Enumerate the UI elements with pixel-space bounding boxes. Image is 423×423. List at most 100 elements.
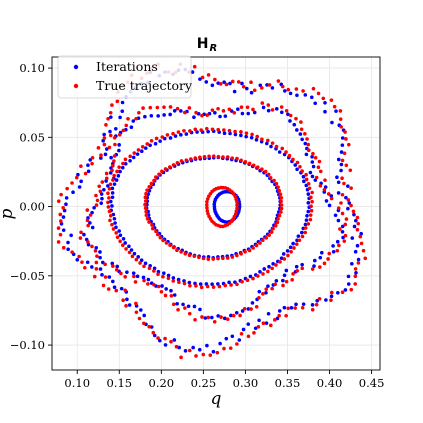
iterations-point (318, 255, 323, 260)
iterations-point (359, 231, 364, 236)
iterations-point (101, 138, 105, 143)
true-trajectory-point (158, 235, 163, 240)
true-trajectory-point (266, 138, 270, 143)
true-trajectory-point (144, 213, 149, 218)
true-trajectory-point (151, 330, 156, 335)
true-trajectory-point (148, 105, 153, 110)
true-trajectory-point (206, 257, 211, 261)
true-trajectory-point (279, 203, 284, 207)
true-trajectory-point (339, 201, 343, 205)
iterations-point (310, 174, 315, 179)
legend-label-iterations: Iterations (96, 59, 158, 74)
iterations-point (179, 133, 183, 137)
true-trajectory-point (230, 255, 235, 259)
true-trajectory-point (259, 86, 264, 90)
iterations-point (110, 261, 115, 266)
iterations-point (310, 95, 314, 100)
true-trajectory-point (140, 145, 145, 149)
iterations-point (239, 133, 243, 138)
iterations-point (62, 208, 67, 213)
true-trajectory-point (327, 251, 332, 256)
true-trajectory-point (187, 311, 192, 316)
true-trajectory-point (171, 245, 176, 250)
iterations-point (300, 262, 304, 267)
true-trajectory-point (179, 250, 183, 254)
true-trajectory-point (277, 188, 282, 193)
iterations-point (228, 81, 232, 86)
iterations-point (353, 249, 358, 254)
true-trajectory-point (235, 200, 239, 204)
iterations-point (179, 109, 183, 113)
true-trajectory-point (169, 293, 174, 298)
true-trajectory-point (114, 231, 119, 235)
true-trajectory-point (250, 132, 254, 137)
true-trajectory-point (102, 142, 107, 147)
true-trajectory-point (61, 245, 66, 250)
true-trajectory-point (128, 154, 133, 159)
iterations-point (98, 255, 102, 260)
iterations-point (302, 179, 306, 184)
iterations-point (142, 313, 147, 318)
true-trajectory-point (269, 230, 274, 234)
true-trajectory-point (61, 206, 65, 210)
true-trajectory-point (349, 186, 353, 190)
true-trajectory-point (211, 154, 216, 159)
true-trajectory-point (142, 264, 146, 269)
true-trajectory-point (313, 155, 318, 160)
iterations-point (169, 288, 173, 293)
true-trajectory-point (270, 108, 275, 112)
true-trajectory-point (171, 279, 176, 283)
iterations-point (113, 221, 117, 225)
true-trajectory-point (329, 98, 334, 102)
true-trajectory-point (65, 186, 69, 191)
iterations-point (110, 191, 115, 195)
true-trajectory-point (142, 278, 146, 283)
iterations-point (127, 244, 131, 249)
iterations-point (92, 205, 96, 210)
iterations-point (279, 256, 284, 261)
true-trajectory-point (200, 113, 204, 118)
true-trajectory-point (210, 108, 215, 112)
true-trajectory-point (147, 185, 152, 189)
iterations-point (304, 152, 309, 157)
true-trajectory-point (297, 238, 302, 243)
true-trajectory-point (192, 254, 197, 258)
iterations-point (335, 239, 340, 244)
true-trajectory-point (258, 241, 262, 245)
iterations-point (66, 240, 70, 245)
true-trajectory-point (273, 318, 277, 322)
iterations-point (168, 112, 172, 117)
iterations-point (313, 101, 318, 106)
true-trajectory-point (175, 106, 180, 111)
true-trajectory-point (102, 136, 107, 140)
true-trajectory-point (272, 178, 276, 183)
true-trajectory-point (268, 176, 273, 180)
true-trajectory-point (277, 213, 282, 218)
iterations-point (119, 286, 124, 291)
true-trajectory-point (198, 155, 202, 160)
true-trajectory-point (197, 255, 201, 260)
iterations-point (104, 147, 109, 151)
true-trajectory-point (266, 103, 271, 107)
true-trajectory-point (361, 248, 366, 253)
true-trajectory-point (211, 285, 216, 289)
true-trajectory-point (306, 148, 311, 153)
iterations-point (352, 212, 356, 217)
iterations-point (298, 132, 303, 136)
iterations-point (323, 109, 327, 114)
true-trajectory-point (337, 243, 341, 248)
iterations-point (222, 80, 226, 84)
true-trajectory-point (299, 127, 304, 132)
iterations-point (295, 128, 299, 132)
true-trajectory-point (266, 269, 270, 274)
legend-box (57, 55, 192, 99)
true-trajectory-point (149, 139, 154, 143)
true-trajectory-point (229, 283, 233, 287)
iterations-point (249, 90, 254, 95)
iterations-point (118, 169, 122, 174)
true-trajectory-point (144, 209, 148, 214)
true-trajectory-point (161, 238, 165, 243)
true-trajectory-point (225, 256, 230, 260)
iterations-point (308, 170, 313, 175)
true-trajectory-point (314, 302, 319, 307)
